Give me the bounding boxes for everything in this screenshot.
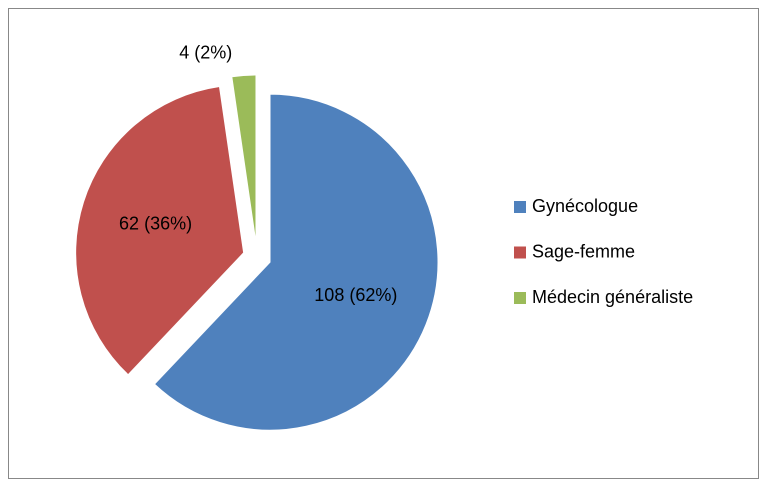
- data-label: 108 (62%): [314, 285, 397, 305]
- data-label: 4 (2%): [179, 42, 232, 62]
- legend-swatch: [514, 292, 526, 304]
- legend-swatch: [514, 201, 526, 213]
- pie-slice: [75, 85, 245, 376]
- legend-swatch: [514, 246, 526, 259]
- pie-slice: [231, 74, 257, 244]
- legend-label: Gynécologue: [532, 196, 638, 216]
- legend-label: Médecin généraliste: [532, 287, 693, 307]
- legend-label: Sage-femme: [532, 241, 635, 261]
- data-label: 62 (36%): [119, 214, 192, 234]
- pie-slice: [153, 93, 439, 431]
